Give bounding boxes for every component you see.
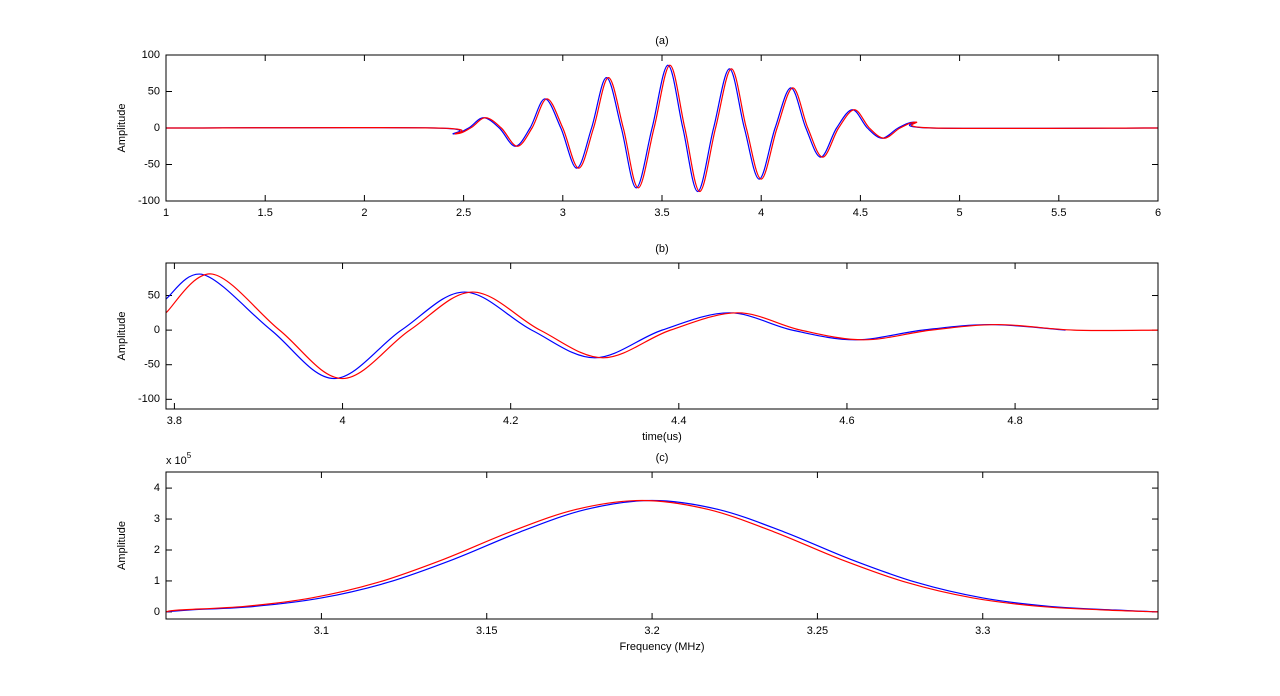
x-tick-label: 3 bbox=[560, 207, 566, 219]
y-tick-label: -50 bbox=[144, 158, 160, 170]
x-tick-label: 3.8 bbox=[167, 415, 182, 427]
chart-title: (b) bbox=[655, 243, 668, 255]
y-tick-label: -50 bbox=[144, 359, 160, 371]
x-axis-label: time(us) bbox=[642, 431, 682, 443]
x-tick-label: 4.4 bbox=[671, 415, 686, 427]
x-tick-label: 4.5 bbox=[853, 207, 868, 219]
data-line bbox=[166, 64, 1158, 193]
y-axis-label: Amplitude bbox=[116, 312, 128, 361]
x-tick-label: 4 bbox=[758, 207, 764, 219]
x-tick-label: 2 bbox=[361, 207, 367, 219]
y-tick-label: 0 bbox=[154, 606, 160, 618]
x-tick-label: 3.5 bbox=[654, 207, 669, 219]
y-tick-label: 0 bbox=[154, 122, 160, 134]
axes-box bbox=[165, 54, 1159, 202]
y-tick-label: -100 bbox=[138, 195, 160, 207]
x-tick-label: 5 bbox=[957, 207, 963, 219]
x-tick-label: 4.2 bbox=[503, 415, 518, 427]
x-tick-label: 1 bbox=[163, 207, 169, 219]
axes-box bbox=[165, 471, 1159, 620]
x-tick-label: 2.5 bbox=[456, 207, 471, 219]
x-tick-label: 6 bbox=[1155, 207, 1161, 219]
y-tick-label: 1 bbox=[154, 575, 160, 587]
chart-title: (a) bbox=[655, 35, 668, 47]
y-tick-label: 3 bbox=[154, 513, 160, 525]
x-tick-label: 5.5 bbox=[1051, 207, 1066, 219]
x-tick-label: 3.1 bbox=[314, 625, 329, 637]
x-tick-label: 3.15 bbox=[476, 625, 497, 637]
axes-background bbox=[166, 263, 1158, 409]
y-tick-label: 4 bbox=[154, 482, 160, 494]
x-tick-label: 1.5 bbox=[258, 207, 273, 219]
y-tick-label: 50 bbox=[148, 289, 160, 301]
y-axis-label: Amplitude bbox=[116, 104, 128, 153]
axis-multiplier: x 105 bbox=[166, 451, 192, 467]
x-tick-label: 3.25 bbox=[807, 625, 828, 637]
y-tick-label: 0 bbox=[154, 324, 160, 336]
data-line bbox=[166, 273, 1158, 380]
y-tick-label: -100 bbox=[138, 393, 160, 405]
multiplier-exponent: 5 bbox=[187, 451, 192, 460]
axes-box bbox=[165, 262, 1159, 410]
x-tick-label: 4 bbox=[339, 415, 345, 427]
y-tick-label: 50 bbox=[148, 85, 160, 97]
data-line bbox=[166, 499, 1158, 613]
multiplier-base: x 10 bbox=[166, 455, 187, 467]
y-tick-label: 100 bbox=[142, 49, 160, 61]
y-axis-label: Amplitude bbox=[116, 521, 128, 570]
data-line bbox=[166, 64, 1158, 193]
x-axis-label: Frequency (MHz) bbox=[620, 641, 705, 653]
x-tick-label: 3.3 bbox=[975, 625, 990, 637]
x-tick-label: 3.2 bbox=[644, 625, 659, 637]
chart-title: (c) bbox=[656, 452, 669, 464]
y-tick-label: 2 bbox=[154, 544, 160, 556]
data-line bbox=[166, 273, 1066, 380]
x-tick-label: 4.6 bbox=[839, 415, 854, 427]
x-tick-label: 4.8 bbox=[1007, 415, 1022, 427]
